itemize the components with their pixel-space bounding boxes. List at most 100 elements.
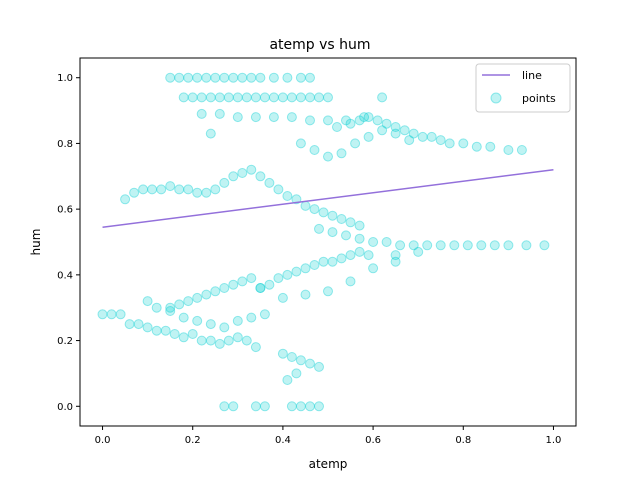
scatter-point: [259, 309, 270, 320]
scatter-point: [129, 187, 140, 198]
scatter-point: [214, 338, 225, 349]
scatter-point: [255, 171, 266, 182]
scatter-point: [390, 122, 401, 132]
scatter-point: [183, 184, 194, 195]
scatter-point: [318, 207, 329, 218]
scatter-point: [381, 237, 392, 247]
scatter-point: [309, 260, 320, 270]
scatter-point: [273, 273, 284, 284]
scatter-point: [282, 72, 293, 83]
scatter-point: [237, 276, 248, 287]
scatter-point: [133, 319, 144, 330]
scatter-point: [264, 177, 275, 188]
scatter-point: [305, 92, 315, 103]
x-tick-label: 0.4: [275, 435, 291, 446]
scatter-point: [305, 401, 315, 412]
scatter-point: [223, 335, 234, 346]
scatter-point: [268, 72, 279, 83]
scatter-point: [264, 279, 275, 290]
scatter-point: [219, 401, 230, 412]
scatter-point: [187, 92, 198, 103]
scatter-point: [363, 250, 374, 261]
x-axis-label: atemp: [309, 457, 348, 471]
scatter-point: [250, 401, 261, 412]
scatter-point: [314, 361, 324, 372]
scatter-point: [219, 322, 230, 333]
scatter-point: [305, 72, 315, 83]
scatter-point: [368, 237, 379, 247]
scatter-point: [115, 309, 126, 320]
scatter-point: [205, 335, 216, 346]
scatter-point: [462, 240, 473, 251]
scatter-point: [336, 148, 347, 159]
scatter-point: [165, 72, 176, 83]
scatter-point: [142, 322, 153, 333]
scatter-point: [295, 72, 306, 83]
scatter-point: [187, 329, 198, 339]
scatter-point: [237, 72, 248, 83]
scatter-point: [286, 401, 297, 412]
scatter-point: [246, 72, 257, 83]
scatter-point: [192, 292, 203, 303]
scatter-point: [174, 184, 185, 195]
scatter-point: [323, 286, 333, 297]
scatter-point: [426, 131, 437, 142]
scatter-point: [422, 240, 433, 251]
scatter-point: [345, 276, 356, 287]
x-tick-label: 0.0: [95, 435, 111, 446]
scatter-point: [516, 145, 527, 155]
scatter-point: [323, 115, 333, 126]
scatter-point: [205, 319, 216, 330]
scatter-point: [295, 92, 306, 103]
legend-line-label: line: [522, 69, 542, 82]
regression-line: [102, 168, 554, 228]
x-axis-ticks: 0.0 0.2 0.4 0.6 0.8 1.0: [95, 426, 562, 446]
scatter-point: [314, 401, 324, 412]
scatter-point: [295, 355, 306, 366]
scatter-point: [255, 283, 266, 293]
scatter-point: [165, 181, 176, 192]
scatter-point: [286, 352, 297, 362]
scatter-point: [228, 72, 239, 83]
scatter-point: [286, 92, 297, 103]
scatter-point: [232, 332, 243, 343]
scatter-point: [219, 283, 230, 293]
chart-title: atemp vs hum: [269, 37, 370, 53]
scatter-point: [255, 72, 266, 83]
scatter-point: [377, 92, 388, 103]
scatter-point: [295, 401, 306, 412]
scatter-point: [390, 128, 401, 139]
scatter-point: [237, 168, 248, 178]
plot-area: [97, 72, 554, 412]
scatter-point: [192, 187, 203, 198]
scatter-point: [458, 138, 469, 149]
scatter-point: [336, 214, 347, 224]
scatter-point: [300, 289, 311, 300]
scatter-point: [341, 230, 351, 241]
legend-points-swatch: [490, 92, 502, 104]
scatter-point: [363, 131, 374, 142]
scatter-point: [210, 286, 221, 297]
scatter-point: [345, 217, 356, 228]
scatter-point: [250, 342, 261, 353]
x-tick-label: 1.0: [546, 435, 562, 446]
scatter-point: [259, 401, 270, 412]
scatter-point: [228, 171, 239, 182]
scatter-point: [413, 246, 424, 257]
scatter-point: [503, 145, 514, 155]
scatter-point: [323, 92, 333, 103]
scatter-point: [228, 279, 239, 290]
scatter-point: [214, 108, 225, 119]
scatter-point: [282, 375, 293, 385]
scatter-point: [332, 122, 342, 132]
scatter-point: [408, 128, 419, 139]
scatter-point: [210, 184, 221, 195]
scatter-point: [503, 240, 514, 251]
scatter-point: [219, 72, 230, 83]
scatter-point: [196, 92, 207, 103]
scatter-point: [390, 250, 401, 261]
scatter-point: [354, 115, 365, 126]
scatter-point: [381, 118, 392, 129]
legend: line points: [475, 63, 571, 113]
